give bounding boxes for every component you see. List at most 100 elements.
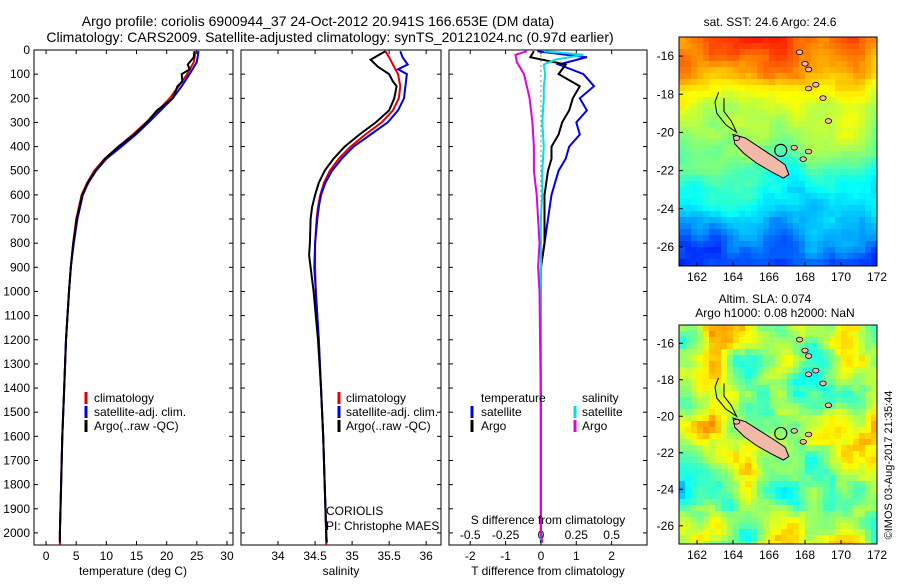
- field-cell: [787, 445, 794, 452]
- field-cell: [841, 331, 848, 338]
- field-cell: [733, 469, 740, 476]
- field-cell: [871, 175, 877, 182]
- field-cell: [781, 109, 788, 116]
- field-cell: [709, 391, 716, 398]
- field-cell: [685, 343, 692, 350]
- field-cell: [805, 91, 812, 98]
- field-cell: [835, 541, 842, 544]
- field-cell: [805, 55, 812, 62]
- field-cell: [751, 205, 758, 212]
- field-cell: [799, 421, 806, 428]
- field-cell: [745, 337, 752, 344]
- island: [824, 118, 833, 124]
- field-cell: [715, 253, 722, 260]
- field-cell: [853, 409, 860, 416]
- field-cell: [727, 91, 734, 98]
- field-cell: [811, 115, 818, 122]
- field-cell: [691, 397, 698, 404]
- x-tick-label: 25: [190, 549, 204, 563]
- field-cell: [811, 175, 818, 182]
- field-cell: [757, 445, 764, 452]
- field-cell: [805, 79, 812, 86]
- field-cell: [721, 475, 728, 482]
- field-cell: [703, 145, 710, 152]
- island: [804, 431, 813, 438]
- field-cell: [739, 475, 746, 482]
- field-cell: [871, 259, 877, 266]
- field-cell: [739, 505, 746, 512]
- field-cell: [727, 61, 734, 68]
- field-cell: [763, 523, 770, 530]
- field-cell: [709, 511, 716, 518]
- field-cell: [811, 439, 818, 446]
- field-cell: [679, 433, 686, 440]
- field-cell: [715, 331, 722, 338]
- field-cell: [805, 385, 812, 392]
- field-cell: [691, 541, 698, 544]
- field-cell: [829, 205, 836, 212]
- field-cell: [751, 163, 758, 170]
- field-cell: [679, 355, 686, 362]
- field-cell: [751, 367, 758, 374]
- field-cell: [775, 211, 782, 218]
- field-cell: [865, 535, 872, 542]
- field-cell: [787, 439, 794, 446]
- field-cell: [733, 223, 740, 230]
- field-cell: [727, 151, 734, 158]
- field-cell: [805, 475, 812, 482]
- field-cell: [745, 37, 752, 44]
- field-cell: [841, 127, 848, 134]
- field-cell: [745, 79, 752, 86]
- field-cell: [871, 331, 877, 338]
- field-cell: [697, 259, 704, 266]
- field-cell: [679, 241, 686, 248]
- island: [804, 371, 813, 378]
- field-cell: [739, 103, 746, 110]
- field-cell: [781, 259, 788, 266]
- field-cell: [805, 37, 812, 44]
- field-cell: [721, 85, 728, 92]
- field-cell: [703, 115, 710, 122]
- field-cell: [781, 529, 788, 536]
- field-cell: [757, 397, 764, 404]
- field-cell: [703, 367, 710, 374]
- field-cell: [847, 421, 854, 428]
- field-cell: [871, 223, 877, 230]
- field-cell: [751, 529, 758, 536]
- field-cell: [823, 427, 830, 434]
- field-cell: [823, 139, 830, 146]
- field-cell: [727, 445, 734, 452]
- field-cell: [697, 127, 704, 134]
- field-cell: [769, 469, 776, 476]
- depth-tick-label: 1000: [3, 284, 30, 298]
- field-cell: [847, 139, 854, 146]
- field-cell: [739, 67, 746, 74]
- field-cell: [703, 529, 710, 536]
- field-cell: [817, 373, 824, 380]
- field-cell: [751, 175, 758, 182]
- field-cell: [817, 157, 824, 164]
- field-cell: [697, 133, 704, 140]
- field-cell: [847, 397, 854, 404]
- field-cell: [799, 55, 806, 62]
- field-cell: [793, 247, 800, 254]
- field-cell: [799, 403, 806, 410]
- field-cell: [865, 187, 872, 194]
- field-cell: [871, 199, 877, 206]
- field-cell: [685, 259, 692, 266]
- field-cell: [817, 181, 824, 188]
- field-cell: [751, 133, 758, 140]
- field-cell: [727, 169, 734, 176]
- lat-tick-label: -24: [657, 202, 675, 216]
- field-cell: [715, 373, 722, 380]
- field-cell: [745, 61, 752, 68]
- field-cell: [811, 61, 818, 68]
- field-cell: [805, 541, 812, 544]
- field-cell: [727, 529, 734, 536]
- field-cell: [775, 187, 782, 194]
- field-cell: [865, 379, 872, 386]
- field-cell: [871, 193, 877, 200]
- field-cell: [733, 403, 740, 410]
- field-cell: [679, 367, 686, 374]
- field-cell: [703, 247, 710, 254]
